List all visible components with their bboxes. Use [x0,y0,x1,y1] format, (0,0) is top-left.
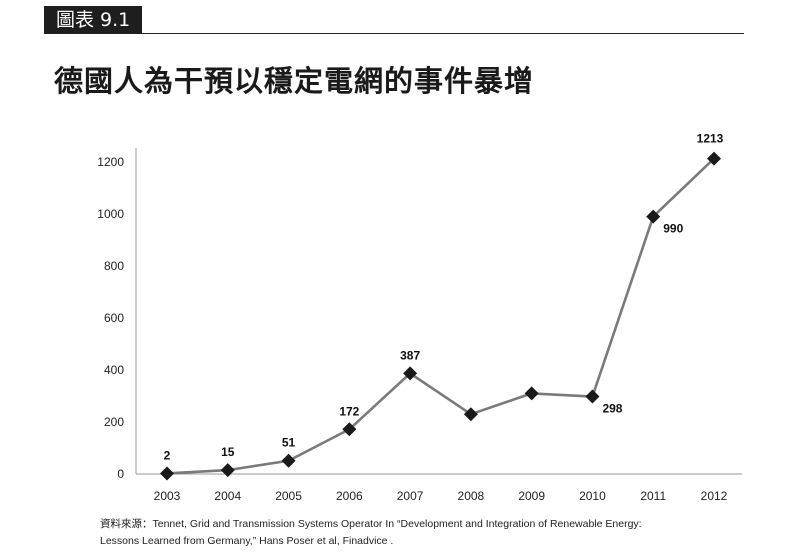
data-point-marker [524,386,539,401]
data-label: 172 [339,404,359,418]
data-point-marker [342,422,357,437]
x-tick-label: 2010 [579,489,606,503]
data-label: 51 [282,436,296,450]
y-tick-label: 600 [104,311,124,325]
x-tick-label: 2006 [336,489,363,503]
series-line [166,157,715,475]
data-point-marker [281,453,296,468]
header-rule [44,33,744,34]
x-tick-label: 2011 [640,489,666,503]
y-tick-label: 1200 [97,155,124,169]
x-tick-label: 2005 [275,489,302,503]
data-point-marker [160,466,174,481]
data-label: 990 [663,222,683,236]
x-tick-label: 2008 [458,489,485,503]
source-line-2: Lessons Learned from Germany,” Hans Pose… [100,535,394,547]
figure-label: 圖表 9.1 [44,6,143,34]
data-label: 2 [164,448,171,462]
y-tick-label: 800 [104,259,124,273]
y-tick-label: 0 [117,467,124,481]
x-tick-label: 2009 [518,489,545,503]
data-label: 15 [221,445,235,459]
x-tick-label: 2007 [397,489,424,503]
data-point-marker [220,463,235,478]
data-point-marker [585,389,600,404]
data-point-marker [646,209,661,224]
y-tick-label: 1000 [97,207,124,221]
y-tick-label: 400 [104,363,124,377]
x-tick-label: 2003 [154,489,181,503]
data-label: 298 [602,402,622,416]
source-line-1: Tennet, Grid and Transmission Systems Op… [152,518,642,530]
data-point-marker [403,366,418,381]
chart-title: 德國人為干預以穩定電網的事件暴增 [54,64,535,98]
data-point-marker [463,407,478,422]
data-label: 1213 [697,132,724,146]
x-tick-label: 2004 [214,489,241,503]
source-prefix: 資料來源： [100,518,153,530]
data-label: 387 [400,348,420,362]
y-tick-label: 200 [104,415,124,429]
x-tick-label: 2012 [701,489,728,503]
data-point-marker [707,151,721,166]
source-note: 資料來源：Tennet, Grid and Transmission Syste… [100,516,760,550]
